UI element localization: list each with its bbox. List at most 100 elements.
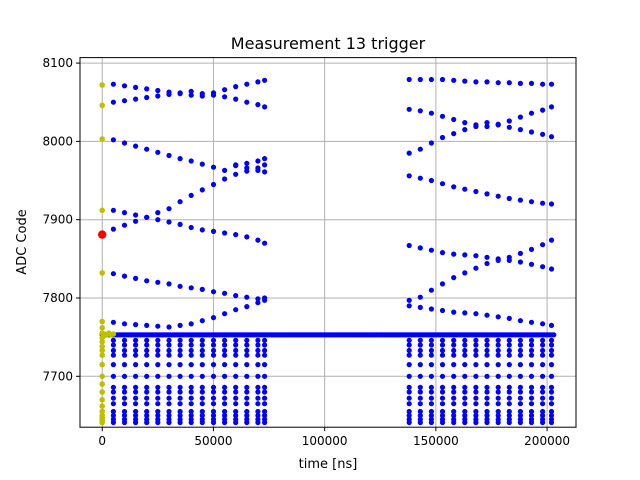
data-point xyxy=(548,347,555,354)
data-point xyxy=(506,337,512,343)
data-point xyxy=(199,318,205,324)
x-tick-label: 150000 xyxy=(413,434,459,448)
data-point xyxy=(484,79,490,85)
data-point xyxy=(222,373,228,379)
data-point xyxy=(517,401,524,407)
data-point xyxy=(188,158,194,164)
data-point xyxy=(222,290,228,296)
data-point xyxy=(177,337,183,343)
data-point xyxy=(428,408,434,415)
data-point xyxy=(540,408,546,415)
data-point xyxy=(177,342,183,348)
data-point xyxy=(528,261,535,267)
data-point xyxy=(255,296,261,302)
data-point xyxy=(222,395,228,401)
data-point xyxy=(255,408,261,415)
data-point xyxy=(406,395,412,401)
data-point xyxy=(473,352,479,358)
data-point xyxy=(428,177,434,184)
data-point xyxy=(199,352,205,358)
yellow-data-point xyxy=(99,361,105,368)
data-point xyxy=(110,408,116,415)
data-point xyxy=(417,294,423,300)
data-point xyxy=(462,362,468,368)
data-point xyxy=(188,224,194,231)
data-point xyxy=(110,271,116,277)
data-point xyxy=(540,412,546,419)
data-point xyxy=(462,389,468,395)
data-point xyxy=(144,94,150,101)
data-point xyxy=(233,171,239,177)
yellow-data-point xyxy=(99,381,105,387)
data-point xyxy=(439,395,446,401)
data-point xyxy=(166,419,172,426)
data-point xyxy=(144,419,150,426)
data-point xyxy=(233,342,239,348)
data-point xyxy=(233,419,239,426)
data-point xyxy=(462,352,468,358)
data-point xyxy=(155,412,161,419)
data-point xyxy=(451,389,457,395)
data-point xyxy=(188,373,194,379)
data-point xyxy=(210,419,217,426)
data-point xyxy=(540,362,546,368)
data-point xyxy=(495,80,501,86)
data-point xyxy=(451,347,457,354)
data-point xyxy=(417,362,423,368)
data-point xyxy=(222,362,228,368)
data-point xyxy=(506,412,512,419)
data-point xyxy=(177,347,183,354)
data-point xyxy=(121,395,128,401)
yellow-data-point xyxy=(99,207,105,214)
data-point xyxy=(428,401,434,407)
data-point xyxy=(244,99,250,105)
data-point xyxy=(428,337,434,343)
data-point xyxy=(262,104,268,110)
data-point xyxy=(222,337,228,343)
data-point xyxy=(439,373,446,379)
data-point xyxy=(473,265,479,271)
data-point xyxy=(417,342,423,348)
data-point xyxy=(439,181,446,187)
yellow-data-point xyxy=(99,82,105,88)
data-point xyxy=(517,318,524,324)
data-point xyxy=(439,408,446,415)
data-point xyxy=(528,319,535,325)
data-point xyxy=(517,408,524,415)
data-point xyxy=(144,401,150,407)
data-point xyxy=(473,337,479,343)
data-point xyxy=(406,106,412,112)
data-point xyxy=(540,337,546,343)
data-point xyxy=(244,342,250,348)
data-point xyxy=(406,401,412,407)
data-point xyxy=(451,251,457,257)
data-point xyxy=(177,419,183,426)
x-axis-label: time [ns] xyxy=(299,457,358,472)
grid xyxy=(80,57,576,428)
data-point xyxy=(110,337,116,343)
data-point xyxy=(188,88,194,94)
data-point xyxy=(222,167,228,173)
data-point xyxy=(188,192,194,198)
data-point xyxy=(222,408,228,415)
data-point xyxy=(506,352,512,358)
data-point xyxy=(255,102,261,108)
data-point xyxy=(155,401,161,407)
data-point xyxy=(540,401,546,407)
data-point xyxy=(428,287,434,293)
data-point xyxy=(255,373,261,379)
data-point xyxy=(451,362,457,368)
data-point xyxy=(406,384,412,390)
data-point xyxy=(528,412,535,419)
data-point xyxy=(495,193,501,199)
data-point xyxy=(110,226,116,232)
data-point xyxy=(484,352,490,358)
data-point xyxy=(262,401,268,407)
data-point xyxy=(199,362,205,368)
data-point xyxy=(473,188,479,195)
data-point xyxy=(144,412,150,419)
data-point xyxy=(548,419,555,426)
data-point xyxy=(255,337,261,343)
yellow-data-point xyxy=(99,325,105,331)
data-point xyxy=(451,77,457,83)
